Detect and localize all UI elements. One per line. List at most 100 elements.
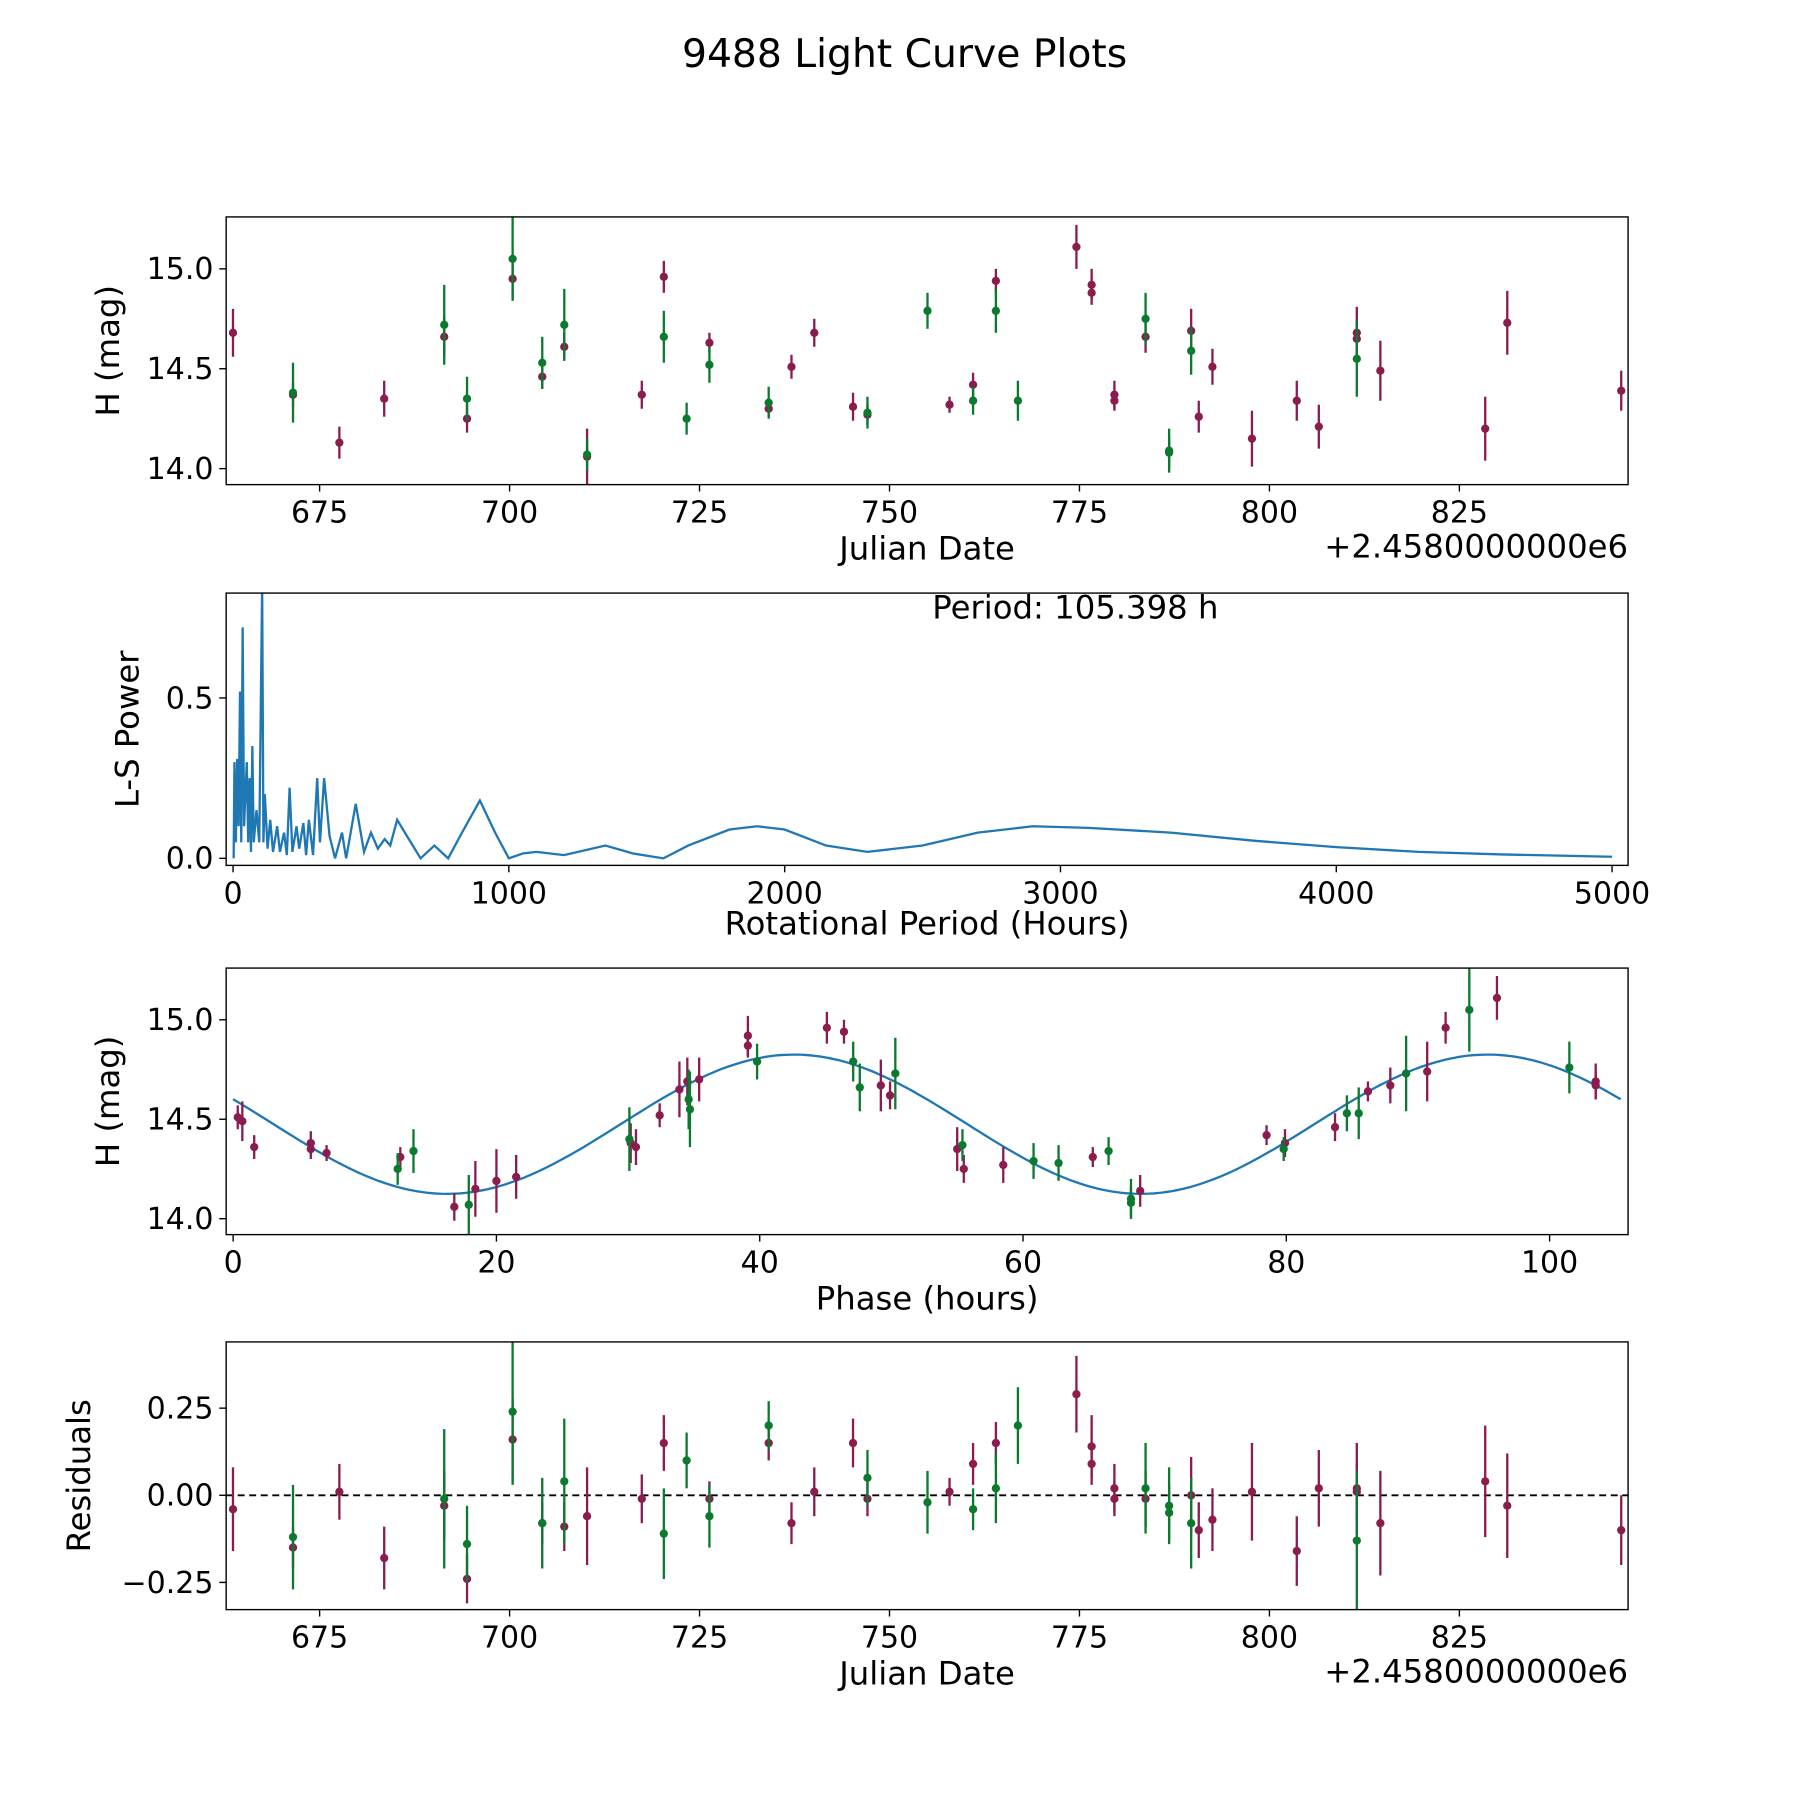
- data-marker: [637, 1494, 646, 1503]
- data-point-filter_a: [335, 426, 344, 459]
- data-marker: [560, 1477, 569, 1486]
- data-marker: [306, 1144, 315, 1154]
- data-point-filter_b: [409, 1129, 418, 1173]
- data-marker: [675, 1085, 684, 1094]
- data-point-filter_a: [228, 308, 238, 357]
- data-point-filter_b: [508, 216, 517, 301]
- y-tick-label: 0.5: [166, 681, 214, 716]
- data-point-filter_a: [380, 1526, 389, 1590]
- data-marker: [991, 1484, 1001, 1493]
- data-marker: [923, 306, 932, 315]
- data-point-filter_a: [1591, 1071, 1600, 1100]
- figure-title: 9488 Light Curve Plots: [682, 32, 1127, 77]
- data-marker: [1194, 1525, 1203, 1535]
- plot-area: [228, 216, 1626, 485]
- data-marker: [1492, 993, 1502, 1003]
- data-marker: [1029, 1156, 1038, 1166]
- data-point-filter_b: [752, 1043, 762, 1080]
- x-tick-label: 675: [291, 1621, 348, 1656]
- data-marker: [228, 328, 238, 337]
- data-point-filter_a: [1441, 1011, 1450, 1044]
- data-marker: [250, 1142, 259, 1152]
- data-point-filter_b: [659, 1488, 668, 1579]
- data-point-filter_a: [1617, 370, 1626, 411]
- data-point-filter_b: [968, 386, 978, 415]
- data-point-filter_a: [450, 1192, 459, 1221]
- data-marker: [1104, 1146, 1113, 1156]
- data-point-filter_a: [822, 1011, 832, 1044]
- data-point-filter_a: [1376, 1470, 1385, 1576]
- data-point-filter_b: [464, 1174, 473, 1235]
- data-marker: [1354, 1109, 1363, 1118]
- data-marker: [1376, 366, 1385, 375]
- x-tick-label: 60: [1004, 1246, 1042, 1281]
- data-marker: [743, 1041, 753, 1050]
- data-marker: [1247, 434, 1257, 443]
- data-point-filter_a: [380, 380, 389, 417]
- data-point-filter_b: [659, 310, 668, 363]
- data-point-filter_a: [637, 380, 646, 409]
- data-point-filter_a: [1072, 224, 1081, 269]
- data-point-filter_b: [705, 1484, 714, 1548]
- x-tick-label: 800: [1241, 1621, 1298, 1656]
- data-marker: [655, 1111, 664, 1120]
- data-point-filter_b: [1279, 1137, 1288, 1162]
- data-point-filter_a: [787, 354, 796, 379]
- data-point-filter_b: [1352, 320, 1361, 397]
- data-marker: [1072, 242, 1081, 252]
- data-marker: [1503, 318, 1512, 327]
- data-point-filter_b: [991, 288, 1001, 333]
- data-marker: [1164, 448, 1174, 457]
- data-marker: [863, 1473, 872, 1483]
- data-marker: [659, 1529, 668, 1538]
- data-marker: [968, 380, 978, 389]
- data-point-filter_a: [659, 260, 668, 293]
- data-marker: [1136, 1186, 1145, 1196]
- data-marker: [752, 1057, 762, 1066]
- data-point-filter_b: [682, 1432, 691, 1489]
- data-point-filter_b: [462, 376, 472, 421]
- data-point-filter_b: [1342, 1095, 1352, 1132]
- data-marker: [228, 1505, 238, 1514]
- x-tick-label: 4000: [1298, 876, 1374, 911]
- data-point-filter_a: [228, 1467, 238, 1552]
- data-marker: [1292, 1546, 1301, 1556]
- data-marker: [380, 394, 389, 403]
- data-marker: [582, 1512, 592, 1521]
- data-marker: [1503, 1501, 1512, 1510]
- data-point-filter_b: [1141, 1443, 1150, 1534]
- data-marker: [682, 1456, 691, 1465]
- data-point-filter_b: [440, 284, 449, 365]
- data-point-filter_a: [1208, 1488, 1217, 1552]
- data-point-filter_b: [849, 1041, 858, 1082]
- data-marker: [764, 398, 773, 407]
- data-point-filter_a: [1087, 280, 1096, 305]
- data-point-filter_a: [1087, 1443, 1096, 1485]
- y-tick-label: 14.0: [147, 1202, 214, 1237]
- data-marker: [464, 1200, 473, 1209]
- data-marker: [462, 394, 472, 403]
- x-tick-label: 750: [861, 496, 918, 531]
- data-point-filter_b: [1013, 1387, 1023, 1464]
- data-marker: [1279, 1144, 1288, 1154]
- data-marker: [968, 1505, 978, 1514]
- data-point-filter_a: [1136, 1174, 1145, 1207]
- data-marker: [1187, 1519, 1196, 1528]
- data-point-filter_b: [682, 402, 691, 435]
- data-point-filter_a: [1247, 410, 1257, 467]
- data-point-filter_a: [675, 1061, 684, 1118]
- data-marker: [1401, 1069, 1411, 1078]
- data-marker: [810, 328, 819, 337]
- data-point-filter_b: [1054, 1145, 1063, 1181]
- data-marker: [1292, 396, 1301, 405]
- x-tick-label: 700: [481, 496, 538, 531]
- data-point-filter_a: [1194, 1502, 1203, 1559]
- y-tick-label: 0.25: [147, 1392, 214, 1427]
- plot-area: [226, 1341, 1629, 1610]
- data-point-filter_a: [492, 1149, 501, 1213]
- data-point-filter_a: [968, 1443, 978, 1485]
- y-axis-label: H (mag): [89, 1036, 127, 1168]
- data-point-filter_b: [855, 1063, 864, 1112]
- data-point-filter_a: [1314, 1449, 1323, 1527]
- data-point-filter_a: [1072, 1355, 1081, 1433]
